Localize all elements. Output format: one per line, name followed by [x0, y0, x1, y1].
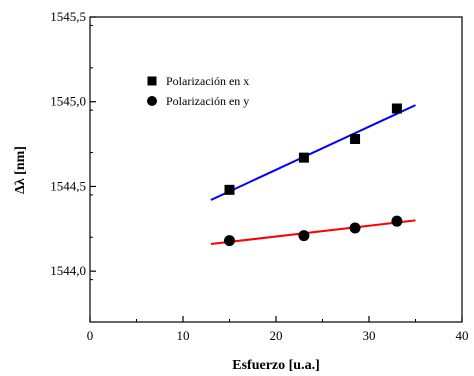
x-axis-ticks: 0 10 20 30 40 — [87, 316, 469, 343]
x-tick-label: 40 — [456, 328, 469, 343]
data-point-circle — [298, 230, 310, 242]
y-tick-label: 1545,5 — [50, 9, 86, 24]
data-points — [224, 103, 403, 247]
legend-label: Polarización en x — [166, 74, 249, 88]
x-axis-label: Esfuerzo [u.a.] — [232, 358, 320, 373]
data-point-square — [298, 152, 309, 163]
data-point-square — [350, 134, 361, 144]
x-tick-label: 0 — [87, 328, 94, 343]
fit-lines — [210, 104, 416, 246]
y-tick-label: 1545,0 — [50, 94, 86, 109]
data-point-square — [391, 103, 402, 114]
fit-line-series-1 — [210, 104, 416, 201]
legend-marker-square — [147, 76, 157, 86]
y-axis-label: Δλ [nm] — [13, 146, 28, 194]
fit-line-series-2 — [210, 219, 416, 246]
y-axis-ticks: 1544,0 1544,5 1545,0 1545,5 — [50, 9, 96, 323]
y-tick-label: 1544,0 — [50, 263, 86, 278]
legend-marker-circle — [147, 96, 157, 106]
legend: Polarización en x Polarización en y — [147, 74, 249, 108]
legend-label: Polarización en y — [166, 94, 249, 108]
x-tick-label: 30 — [363, 328, 376, 343]
data-point-circle — [224, 235, 235, 247]
x-tick-label: 20 — [270, 328, 283, 343]
x-tick-label: 10 — [177, 328, 190, 343]
data-point-circle — [391, 215, 403, 227]
data-point-square — [224, 184, 235, 195]
data-point-circle — [349, 222, 361, 234]
y-tick-label: 1544,5 — [50, 178, 86, 193]
